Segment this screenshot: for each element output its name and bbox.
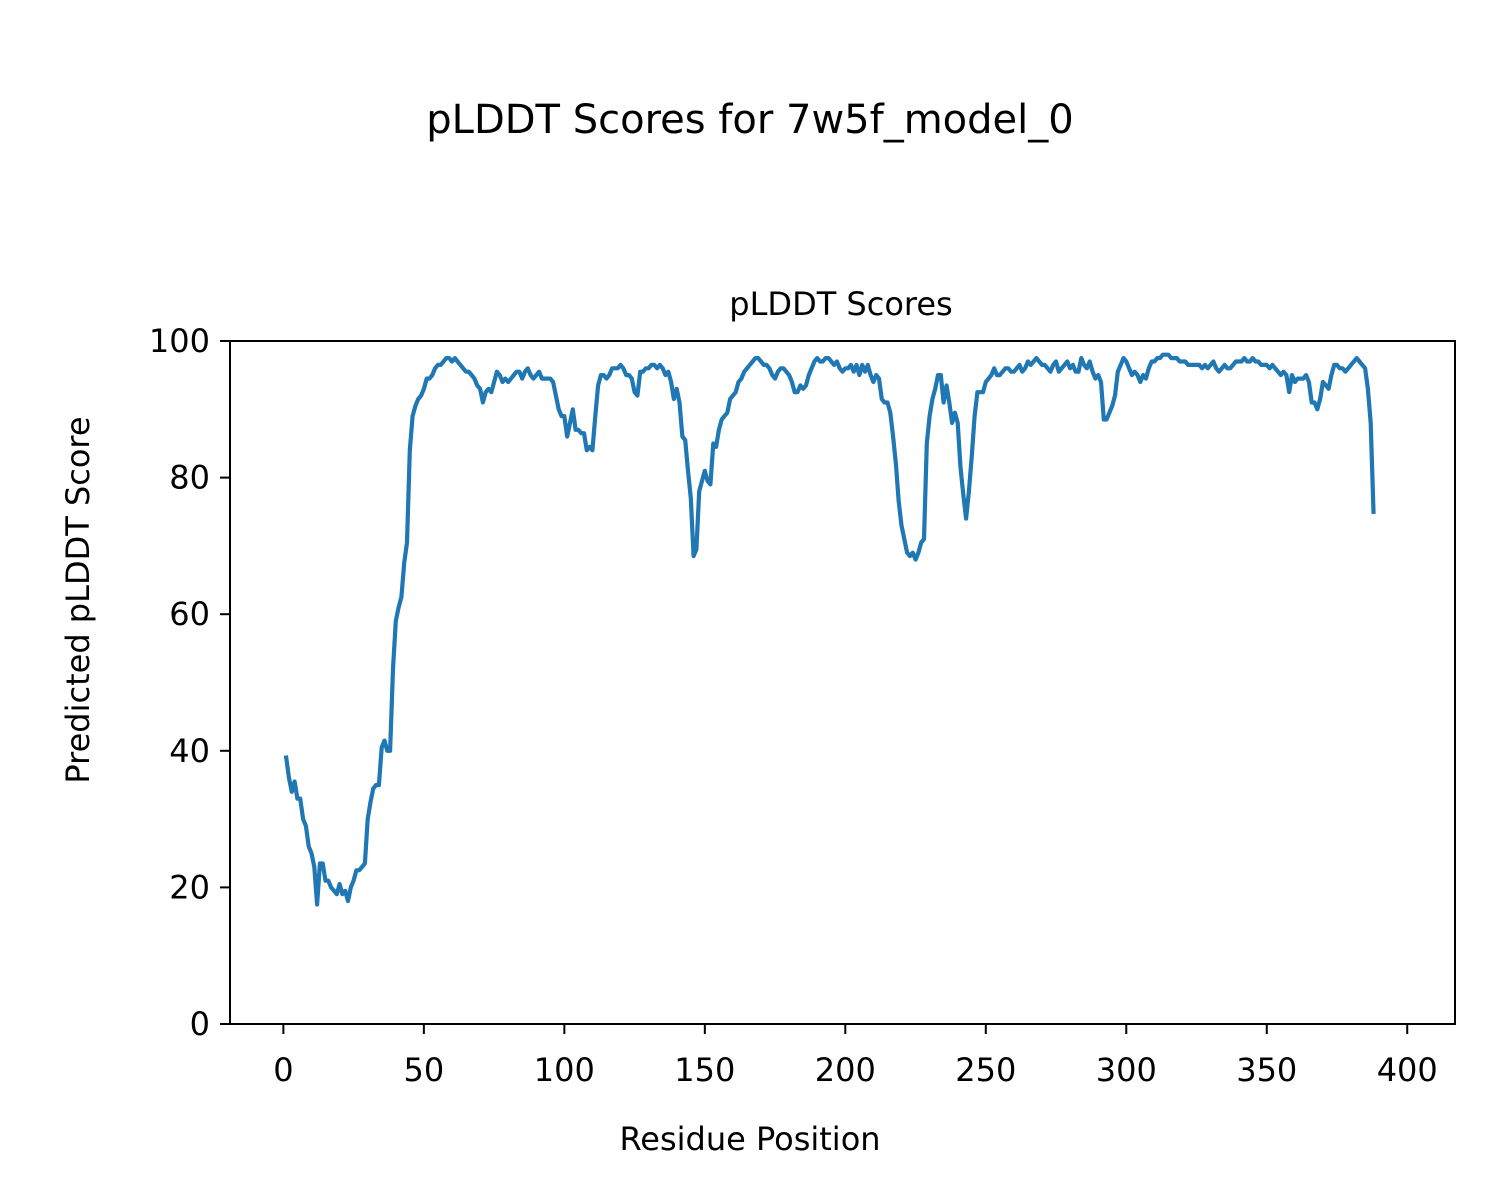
x-tick-label: 50 [404,1051,445,1089]
x-tick-label: 300 [1096,1051,1157,1089]
x-tick-label: 100 [534,1051,595,1089]
y-tick-label: 100 [149,322,210,360]
x-tick-label: 250 [955,1051,1016,1089]
y-tick-label: 80 [169,459,210,497]
x-axis-label: Residue Position [619,1120,880,1158]
x-axis-ticks: 0 50 100 150 200 250 300 350 400 [273,1024,1438,1089]
y-tick-label: 20 [169,868,210,906]
x-tick-label: 200 [815,1051,876,1089]
axes-frame [229,340,1456,1025]
plot-area [283,352,1376,907]
y-tick-label: 60 [169,595,210,633]
series-line-0 [283,352,1376,907]
chart-title: pLDDT Scores [729,285,952,323]
x-tick-label: 150 [674,1051,735,1089]
y-tick-label: 0 [190,1005,210,1043]
x-tick-label: 350 [1236,1051,1297,1089]
x-tick-label: 400 [1377,1051,1438,1089]
x-tick-label: 0 [273,1051,293,1089]
figure-suptitle: pLDDT Scores for 7w5f_model_0 [426,97,1073,143]
y-tick-label: 40 [169,732,210,770]
y-axis-ticks: 0 20 40 60 80 100 [149,322,230,1043]
y-axis-label: Predicted pLDDT Score [59,416,97,783]
